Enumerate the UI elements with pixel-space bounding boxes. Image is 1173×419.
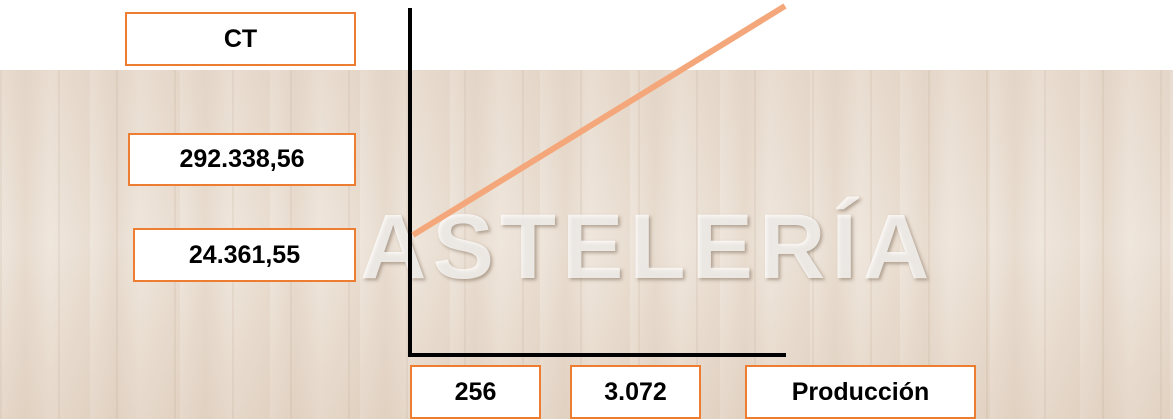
y-label: 292.338,56 xyxy=(128,133,356,186)
x-label: 3.072 xyxy=(570,365,701,419)
cost-line xyxy=(411,3,787,238)
x-axis-title: Producción xyxy=(745,365,976,419)
y-label: 24.361,55 xyxy=(133,228,356,282)
y-axis-title: CT xyxy=(125,12,356,66)
x-label: 256 xyxy=(410,365,541,419)
watermark: ASTELERÍA xyxy=(360,196,936,298)
